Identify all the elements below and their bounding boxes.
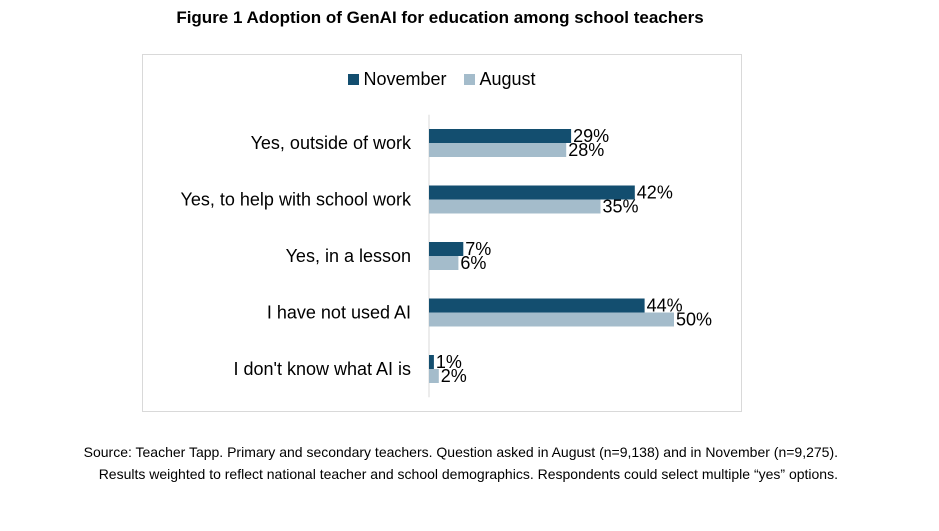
figure-title: Figure 1 Adoption of GenAI for education… [176, 8, 704, 27]
bar-november [429, 185, 635, 200]
category-label: Yes, outside of work [251, 133, 412, 153]
bar-august [429, 199, 601, 214]
data-label-november: 1% [436, 352, 462, 372]
category-label: Yes, to help with school work [181, 190, 412, 210]
data-label-november: 29% [573, 126, 609, 146]
legend-label-november: November [363, 69, 447, 89]
bar-plot: Yes, outside of work 29%28% Yes, to help w… [181, 114, 712, 398]
data-label-august: 50% [676, 310, 712, 330]
legend-item-august: August [464, 69, 536, 90]
bar-november [429, 298, 645, 313]
data-label-august: 35% [603, 197, 639, 217]
bar-august [429, 143, 567, 157]
data-label-august: 6% [460, 253, 486, 273]
chart-area: November August Yes, outside of work 29% 2… [142, 54, 742, 412]
bar-november [429, 242, 464, 256]
legend: November August [143, 69, 741, 90]
data-label-august: 28% [568, 140, 604, 160]
legend-item-november: November [348, 69, 446, 90]
bar-november [429, 355, 434, 369]
category-label: Yes, in a lesson [286, 246, 411, 266]
legend-swatch-november [348, 74, 360, 85]
legend-label-august: August [479, 69, 536, 89]
bar-august [429, 312, 674, 327]
category-label: I have not used AI [267, 303, 411, 323]
data-label-november: 44% [647, 296, 683, 316]
data-label-november: 7% [465, 239, 491, 259]
bar-august [429, 369, 439, 383]
data-label-august: 2% [441, 366, 467, 386]
bar-august [429, 256, 459, 270]
category-label: I don't know what AI is [233, 359, 411, 379]
bar-november [429, 129, 572, 143]
source-note: Source: Teacher Tapp. Primary and second… [83, 444, 838, 482]
legend-swatch-august [464, 74, 476, 85]
data-label-november: 42% [637, 183, 673, 203]
